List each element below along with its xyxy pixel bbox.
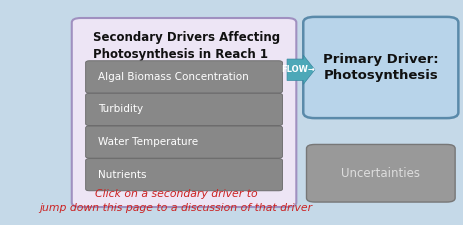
Text: Algal Biomass Concentration: Algal Biomass Concentration (98, 72, 249, 82)
Text: Secondary Drivers Affecting
Photosynthesis in Reach 1: Secondary Drivers Affecting Photosynthes… (93, 32, 280, 61)
FancyBboxPatch shape (307, 144, 455, 202)
FancyBboxPatch shape (86, 61, 282, 93)
Text: Uncertainties: Uncertainties (341, 167, 420, 180)
FancyBboxPatch shape (86, 93, 282, 126)
Text: Turbidity: Turbidity (98, 104, 143, 115)
Text: Water Temperature: Water Temperature (98, 137, 198, 147)
FancyArrow shape (287, 55, 315, 84)
FancyBboxPatch shape (86, 126, 282, 158)
FancyBboxPatch shape (86, 159, 282, 191)
FancyBboxPatch shape (72, 18, 296, 207)
Text: FLOW→: FLOW→ (281, 65, 315, 74)
FancyBboxPatch shape (303, 17, 458, 118)
Text: Click on a secondary driver to
jump down this page to a discussion of that drive: Click on a secondary driver to jump down… (39, 189, 313, 213)
Text: Nutrients: Nutrients (98, 170, 146, 180)
Text: Primary Driver:
Photosynthesis: Primary Driver: Photosynthesis (323, 52, 438, 83)
